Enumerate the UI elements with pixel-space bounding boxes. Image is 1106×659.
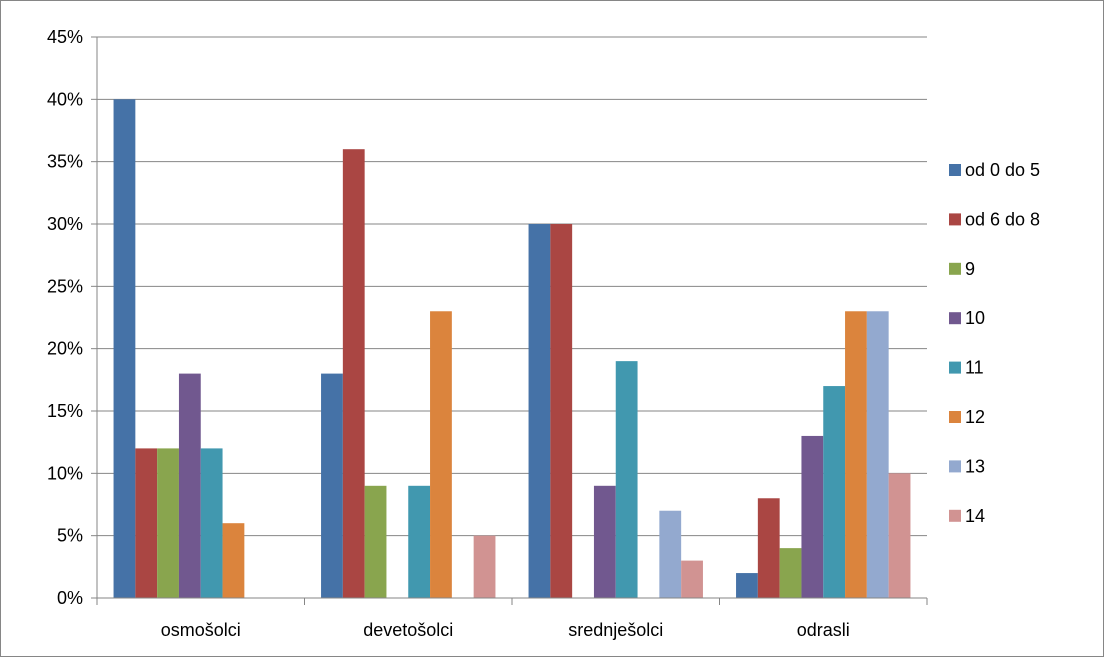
legend-swatch [949, 164, 961, 176]
y-tick-label: 25% [47, 276, 83, 296]
bar [408, 485, 431, 598]
legend-label: od 6 do 8 [965, 209, 1040, 229]
bar [157, 448, 179, 598]
y-tick-label: 5% [57, 526, 83, 546]
bar [178, 373, 201, 598]
axes [91, 36, 928, 605]
legend-label: 9 [965, 259, 975, 279]
y-tick-label: 40% [47, 89, 83, 109]
legend-label: 11 [965, 358, 984, 378]
y-tick-label: 20% [47, 339, 83, 359]
bar [681, 560, 703, 598]
x-category-label: odrasli [797, 620, 850, 640]
legend: od 0 do 5 od 6 do 8 9 10 11 12 13 14 [949, 160, 1040, 526]
y-axis-tick-labels: 0% 5% 10% 15% 20% 25% 30% 35% 40% 45% [47, 27, 83, 608]
legend-swatch [949, 361, 961, 374]
legend-swatch [949, 460, 961, 473]
x-category-label: srednješolci [568, 620, 663, 640]
legend-swatch [949, 213, 961, 226]
x-category-label: devetošolci [363, 620, 453, 640]
bar [823, 386, 846, 598]
bar [430, 311, 452, 598]
y-tick-label: 0% [57, 588, 83, 608]
legend-swatch [949, 262, 961, 275]
gridlines [97, 36, 927, 537]
legend-label: 12 [965, 407, 985, 427]
y-tick-label: 15% [47, 401, 83, 421]
bar [364, 485, 387, 598]
bar [550, 224, 573, 598]
x-axis-category-labels: osmošolci devetošolci srednješolci odrasli [161, 620, 850, 640]
legend-swatch [949, 312, 961, 325]
bar [888, 473, 911, 598]
bar [593, 485, 616, 598]
bar [473, 535, 496, 598]
bar [801, 435, 824, 598]
bar [135, 448, 158, 598]
bar [736, 573, 758, 598]
y-tick-label: 10% [47, 463, 83, 483]
bar [222, 523, 245, 598]
legend-label: 13 [965, 456, 985, 476]
bars [113, 99, 911, 598]
bar [659, 510, 682, 598]
x-category-label: osmošolci [161, 620, 241, 640]
bar [779, 548, 802, 598]
bar [757, 498, 780, 598]
y-tick-label: 35% [47, 152, 83, 172]
bar [200, 448, 223, 598]
bar [321, 373, 343, 598]
bar [113, 99, 136, 598]
legend-label: 10 [965, 308, 985, 328]
y-tick-label: 45% [47, 27, 83, 47]
legend-swatch [949, 509, 961, 522]
bar [615, 361, 638, 598]
bar [342, 149, 365, 598]
bar [845, 311, 867, 598]
legend-swatch [949, 411, 961, 423]
bar [866, 311, 889, 598]
legend-label: 14 [965, 506, 985, 526]
bar [528, 224, 551, 598]
legend-label: od 0 do 5 [965, 160, 1040, 180]
y-tick-label: 30% [47, 214, 83, 234]
